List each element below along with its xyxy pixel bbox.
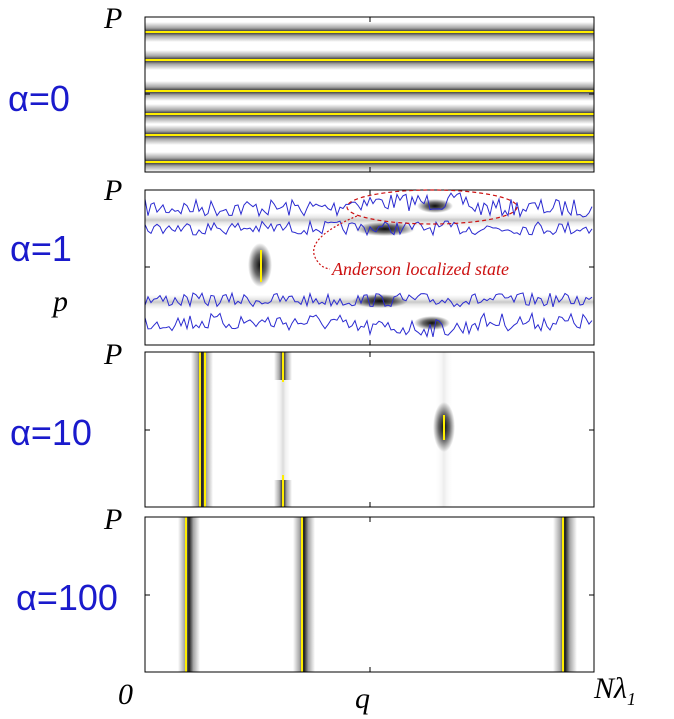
column-bands-4 xyxy=(178,517,577,672)
alpha-label-2: α=1 xyxy=(10,228,72,269)
alpha-label-3: α=10 xyxy=(10,412,92,453)
anderson-annotation: Anderson localized state xyxy=(332,259,509,279)
annotation-pointer xyxy=(313,215,358,270)
p-label-4: P xyxy=(104,503,123,536)
p-label-1: P xyxy=(104,2,123,35)
energy-lines xyxy=(145,31,594,163)
p-label-2: P xyxy=(104,174,123,207)
annotation-ellipse xyxy=(346,189,518,225)
x-axis-nlambda-main: Nλ xyxy=(594,672,628,705)
extended-bands xyxy=(145,22,594,172)
x-axis-nlambda: Nλ1 xyxy=(594,672,636,710)
panel-alpha-0 xyxy=(145,22,594,172)
ticks-3 xyxy=(145,352,594,507)
state-lines xyxy=(199,352,445,507)
panel-frame-4 xyxy=(144,516,595,673)
band-contours xyxy=(145,192,593,338)
panel-alpha-100 xyxy=(178,517,577,672)
alpha-label-4: α=100 xyxy=(16,577,118,618)
column-bands xyxy=(191,352,455,507)
state-lines-4 xyxy=(185,517,564,672)
p-small-label: p xyxy=(53,285,68,318)
ticks-2 xyxy=(145,190,594,345)
alpha-label-1: α=0 xyxy=(8,78,70,119)
p-label-3: P xyxy=(104,338,123,371)
panel-alpha-10 xyxy=(191,352,455,507)
ticks-4 xyxy=(145,517,594,672)
x-axis-zero: 0 xyxy=(118,678,133,711)
x-axis-q: q xyxy=(355,682,370,715)
panel-alpha-1 xyxy=(145,192,594,338)
x-axis-nlambda-sub: 1 xyxy=(627,689,637,709)
ticks-1 xyxy=(145,17,594,172)
